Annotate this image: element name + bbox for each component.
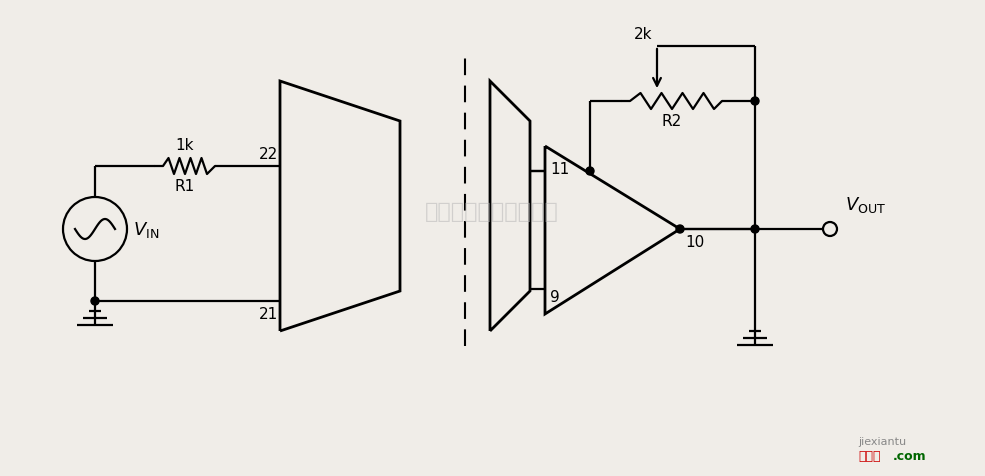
Text: 杭州将睿科技有限公司: 杭州将睿科技有限公司 [426,201,558,221]
Circle shape [676,226,684,234]
Text: 11: 11 [550,162,569,177]
Text: .com: .com [893,449,927,463]
Text: 21: 21 [259,307,278,321]
Text: 22: 22 [259,147,278,162]
Text: R1: R1 [175,178,195,194]
Text: $\it{V}$$_{\rm{OUT}}$: $\it{V}$$_{\rm{OUT}}$ [845,195,886,215]
Text: 2k: 2k [633,27,652,42]
Circle shape [751,226,759,234]
Text: 9: 9 [550,289,559,304]
Text: R2: R2 [662,114,683,129]
Text: 接线图: 接线图 [858,449,881,463]
Text: 10: 10 [685,235,704,249]
Text: jiexiantu: jiexiantu [858,436,906,446]
Text: $\it{V}$$_{\rm{IN}}$: $\it{V}$$_{\rm{IN}}$ [133,219,160,239]
Circle shape [586,168,594,176]
Circle shape [751,98,759,106]
Text: 1k: 1k [175,138,194,153]
Circle shape [91,298,99,306]
